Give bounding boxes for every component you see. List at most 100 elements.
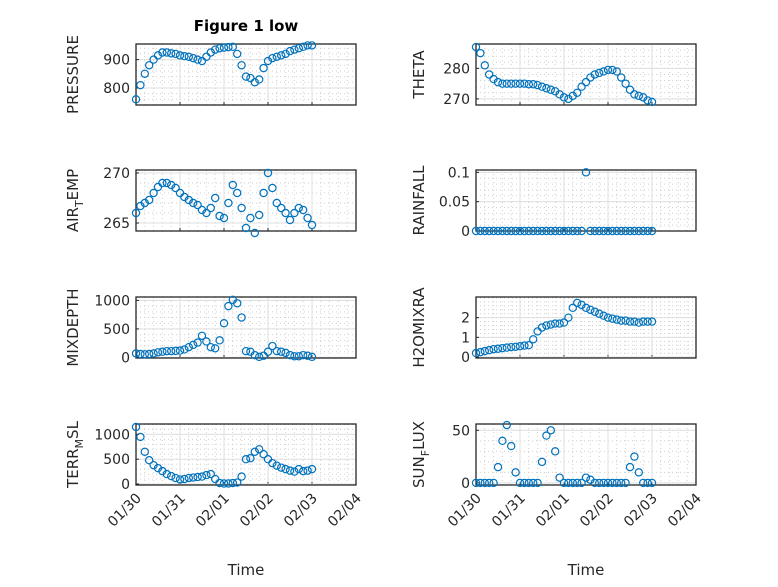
data-point [136, 349, 145, 359]
data-point [268, 341, 277, 351]
data-point [511, 468, 520, 477]
data-point [480, 226, 489, 236]
data-point [202, 208, 211, 218]
data-point [149, 349, 158, 358]
data-point [290, 45, 299, 54]
x-axis-label: Time [227, 561, 265, 579]
x-tick-label: 02/03 [281, 491, 321, 531]
data-point [144, 61, 154, 70]
data-point [268, 183, 277, 193]
data-point [303, 41, 312, 50]
data-point [573, 226, 582, 236]
x-tick-label: 01/30 [445, 491, 485, 531]
y-tick-label: 265 [103, 216, 130, 232]
data-point [630, 226, 639, 236]
data-point [643, 226, 652, 236]
data-point [608, 478, 617, 488]
data-point [502, 79, 511, 88]
data-point [162, 469, 171, 479]
data-point [202, 337, 211, 346]
data-point [515, 226, 525, 236]
data-point [630, 317, 639, 326]
data-point [577, 478, 586, 488]
data-point [634, 226, 644, 236]
x-tick-label: 01/31 [149, 491, 189, 531]
data-point [471, 478, 481, 488]
data-point [524, 478, 534, 488]
axes-terr-msl: 01/30 01/31 02/01 02/02 02/03 02/04 0 500 1000 TE… [64, 420, 365, 579]
data-point [630, 452, 639, 461]
data-point [294, 464, 303, 474]
plot-area [136, 44, 356, 105]
data-point [171, 346, 180, 356]
data-point [476, 347, 485, 357]
data-point [529, 226, 538, 236]
data-point [294, 352, 303, 361]
data-point [255, 75, 264, 84]
data-point [529, 478, 538, 488]
data-point [621, 226, 630, 236]
data-point [184, 52, 193, 61]
data-point [573, 88, 582, 98]
data-point [193, 472, 202, 482]
data-point [498, 79, 507, 88]
y-axis-label: MIXDEPTH [64, 288, 82, 366]
data-point [595, 226, 604, 236]
data-point [268, 53, 277, 63]
data-point [617, 226, 626, 236]
data-point [241, 72, 251, 81]
data-point [215, 336, 224, 345]
data-point [303, 213, 312, 223]
data-point [625, 226, 635, 236]
data-point [590, 307, 600, 316]
data-point [630, 90, 639, 99]
data-point [533, 226, 542, 236]
data-point [202, 52, 211, 61]
data-point [599, 311, 608, 320]
data-point [250, 350, 259, 360]
data-point [520, 79, 529, 88]
data-point [131, 95, 141, 104]
data-point [643, 478, 652, 488]
data-point [507, 226, 516, 236]
data-point [237, 61, 246, 70]
data-point [617, 478, 626, 488]
data-point [480, 478, 489, 488]
data-point [617, 316, 626, 325]
data-point [546, 426, 556, 435]
data-point [307, 352, 317, 362]
data-point [158, 347, 167, 356]
data-point [612, 67, 622, 76]
data-point [498, 436, 507, 446]
data-point [210, 45, 220, 54]
data-point [581, 168, 591, 177]
data-point [237, 472, 246, 481]
data-point [171, 473, 180, 483]
data-point [188, 473, 198, 482]
data-point [643, 96, 652, 105]
data-point [529, 335, 538, 344]
data-point [643, 317, 652, 326]
data-point [206, 48, 215, 57]
y-tick-label: 0.05 [439, 195, 470, 211]
data-point [634, 318, 644, 327]
data-point [290, 352, 299, 361]
data-point [237, 313, 246, 322]
data-point [551, 226, 560, 236]
data-point [595, 478, 604, 488]
data-point [502, 420, 511, 430]
y-tick-label: 0.1 [448, 165, 470, 181]
data-point [246, 213, 255, 223]
data-point [250, 447, 259, 456]
data-point [599, 478, 608, 488]
data-point [485, 478, 494, 488]
axes-mixdepth: 0 500 1000 MIXDEPTH [64, 288, 357, 367]
data-point [524, 226, 534, 236]
data-point [232, 49, 242, 59]
data-point [175, 51, 185, 60]
data-point [515, 79, 525, 88]
data-point [307, 464, 317, 474]
axes-box [135, 43, 357, 106]
data-point [555, 473, 564, 482]
data-point [281, 208, 290, 218]
